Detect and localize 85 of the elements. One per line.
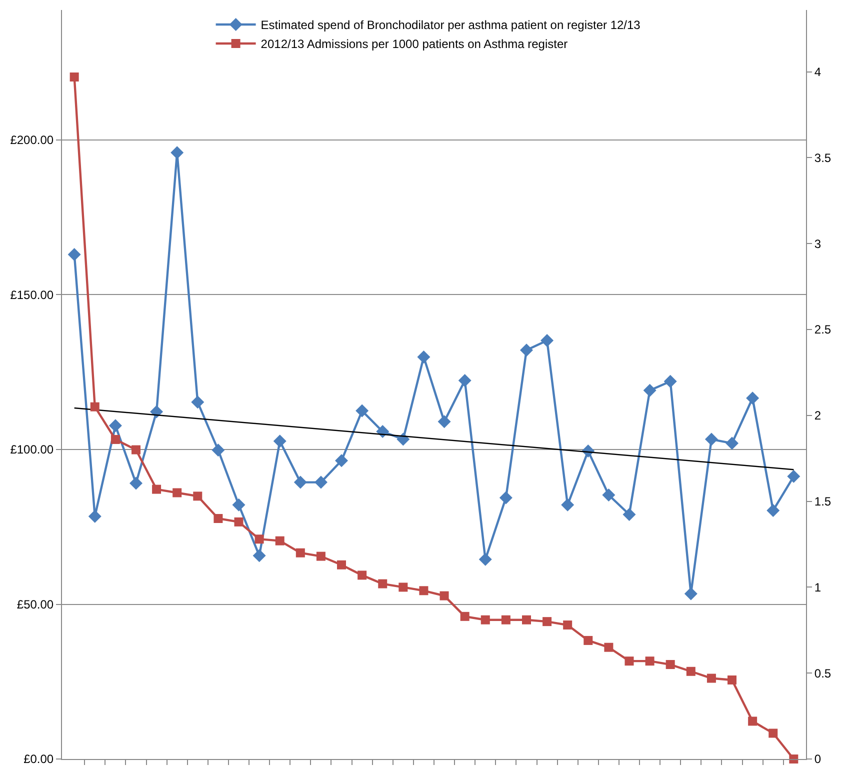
point <box>294 476 307 489</box>
point <box>684 587 698 600</box>
point <box>417 350 430 364</box>
point <box>68 248 81 262</box>
point <box>666 660 675 670</box>
point <box>88 510 102 523</box>
point <box>316 552 326 561</box>
point <box>622 508 636 521</box>
y-tick-label: £200.00 <box>10 133 54 148</box>
point <box>440 591 449 600</box>
point <box>480 615 490 624</box>
point <box>584 636 593 645</box>
point <box>499 491 512 504</box>
point <box>273 434 286 448</box>
point <box>191 396 204 409</box>
y2-tick-label: 1 <box>814 580 822 594</box>
point <box>90 402 100 412</box>
point <box>335 454 348 468</box>
point <box>172 488 182 498</box>
y-tick-label: £50.00 <box>16 597 54 612</box>
y2-tick-label: 2 <box>814 408 822 423</box>
point <box>726 436 739 450</box>
point <box>766 504 780 517</box>
point <box>768 728 778 738</box>
point <box>234 517 244 526</box>
point <box>212 444 225 457</box>
y-tick-label: £100.00 <box>10 442 54 457</box>
point <box>501 615 510 624</box>
point <box>108 419 122 432</box>
point <box>645 656 654 666</box>
point <box>110 434 120 444</box>
legend-label: 2012/13 Admissions per 1000 patients on Asthma register <box>260 37 568 52</box>
y2-tick-label: 0.5 <box>814 666 832 680</box>
point <box>664 374 677 388</box>
point <box>563 620 572 630</box>
point <box>624 656 634 666</box>
point <box>542 617 552 626</box>
y-tick-label: £0.00 <box>24 752 54 766</box>
y2-tick-label: 3.5 <box>814 150 832 165</box>
y2-tick-label: 3 <box>814 236 822 251</box>
y2-tick-label: 4 <box>814 65 822 80</box>
y2-tick-label: 2.5 <box>814 322 832 337</box>
point <box>193 492 202 501</box>
point <box>478 552 492 566</box>
point <box>337 560 346 570</box>
point <box>358 570 367 580</box>
y-tick-label: £150.00 <box>10 288 54 302</box>
point <box>150 405 164 418</box>
y2-tick-label: 0 <box>814 752 822 766</box>
legend-label: Estimated spend of Bronchodilator per asthma patient on register 12/13 <box>260 18 641 32</box>
point <box>704 432 718 446</box>
point <box>70 72 79 82</box>
point <box>728 675 737 684</box>
point <box>232 498 246 512</box>
point <box>748 716 758 726</box>
point <box>252 549 266 562</box>
point <box>787 470 800 483</box>
point <box>522 615 531 624</box>
point <box>254 534 264 544</box>
point <box>540 334 554 348</box>
point <box>604 642 614 652</box>
point <box>129 476 142 490</box>
point <box>314 476 328 489</box>
point <box>170 146 184 160</box>
point <box>458 374 472 387</box>
point <box>296 548 305 558</box>
point <box>396 432 410 446</box>
point <box>398 582 408 592</box>
point <box>561 498 574 512</box>
point <box>602 488 616 502</box>
point <box>275 536 284 546</box>
point <box>438 415 451 428</box>
point <box>419 586 428 596</box>
point <box>131 445 140 454</box>
point <box>520 344 533 357</box>
point <box>643 384 656 397</box>
point <box>460 612 470 621</box>
point <box>706 674 716 683</box>
point <box>214 514 223 523</box>
point <box>152 484 162 494</box>
point <box>686 666 696 676</box>
y2-tick-label: 1.5 <box>814 494 832 509</box>
point <box>356 404 369 418</box>
point <box>378 579 388 588</box>
point <box>746 392 760 405</box>
